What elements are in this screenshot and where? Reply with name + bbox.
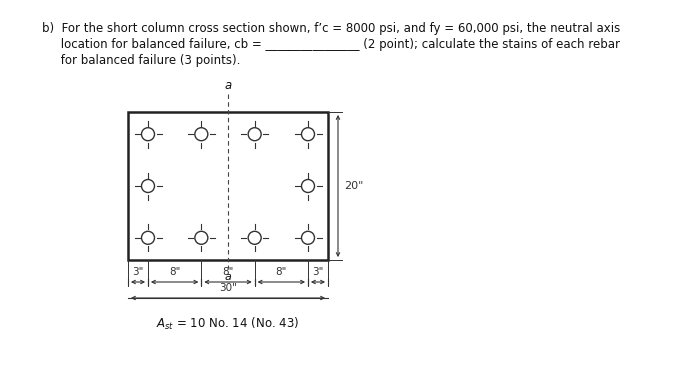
Text: location for balanced failure, cb = ________________ (2 point); calculate the st: location for balanced failure, cb = ____… [42,38,620,51]
Text: a: a [225,272,232,282]
Text: 3": 3" [312,267,323,277]
Text: for balanced failure (3 points).: for balanced failure (3 points). [42,54,240,67]
Text: $A_{st}$ = 10 No. 14 (No. 43): $A_{st}$ = 10 No. 14 (No. 43) [156,316,300,332]
Text: 20": 20" [344,181,363,191]
Text: 8": 8" [276,267,287,277]
Text: b)  For the short column cross section shown, f’c = 8000 psi, and fy = 60,000 ps: b) For the short column cross section sh… [42,22,620,35]
Text: 3": 3" [132,267,144,277]
Bar [128,112,328,260]
Text: 30": 30" [219,283,237,293]
Text: 8": 8" [223,267,234,277]
Text: 8": 8" [169,267,181,277]
Text: a: a [225,79,232,92]
